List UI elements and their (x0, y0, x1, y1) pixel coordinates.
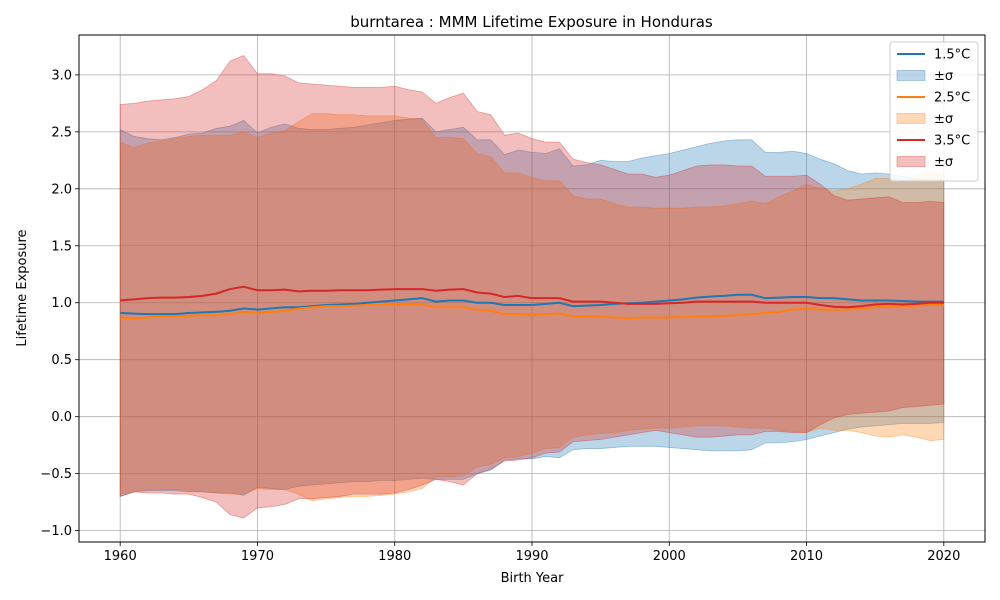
y-tick-label: 1.0 (51, 296, 72, 311)
grid-layer (79, 35, 985, 542)
x-tick-label: 1980 (378, 549, 411, 564)
line-layer (120, 285, 944, 320)
y-axis-title: Lifetime Exposure (15, 229, 30, 346)
legend-label: 3.5°C (934, 134, 970, 149)
line-25c (120, 303, 944, 320)
x-tick-label: 2020 (927, 549, 960, 564)
x-tick-label: 2010 (790, 549, 823, 564)
band-15c (119, 117, 945, 497)
legend-label: ±σ (934, 155, 953, 170)
legend-label: ±σ (934, 112, 953, 127)
y-tick-label: 0.0 (51, 410, 72, 425)
legend-band-swatch (896, 113, 926, 124)
legend-box (889, 41, 979, 182)
y-tick-label: −0.5 (40, 467, 72, 482)
band-25c (119, 113, 945, 502)
legend-label: 1.5°C (934, 48, 970, 63)
x-tick-label: 2000 (653, 549, 686, 564)
y-tick-label: 1.5 (51, 239, 72, 254)
x-tick-label: 1970 (241, 549, 274, 564)
tick-layer: 1960 1970 1980 1990 2000 2010 2020 −1.0 −0.5 0.0 0… (40, 68, 960, 564)
y-tick-label: 0.5 (51, 353, 72, 368)
band-layer (119, 55, 945, 519)
chart-title: burntarea : MMM Lifetime Exposure in Hon… (350, 13, 713, 31)
x-tick-label: 1990 (515, 549, 548, 564)
y-tick-label: 2.5 (51, 125, 72, 140)
y-tick-label: 2.0 (51, 182, 72, 197)
legend-band-swatch (896, 156, 926, 167)
band-35c (119, 55, 945, 519)
y-tick-label: −1.0 (40, 524, 72, 539)
line-35c (120, 285, 944, 309)
x-tick-label: 1960 (104, 549, 137, 564)
line-15c (120, 293, 944, 316)
legend: 1.5°C ±σ 2.5°C ±σ 3.5°C ±σ (889, 41, 979, 182)
y-tick-label: 3.0 (51, 68, 72, 83)
legend-band-swatch (896, 70, 926, 81)
legend-label: 2.5°C (934, 91, 970, 106)
x-axis-title: Birth Year (501, 571, 565, 586)
legend-label: ±σ (934, 69, 953, 84)
